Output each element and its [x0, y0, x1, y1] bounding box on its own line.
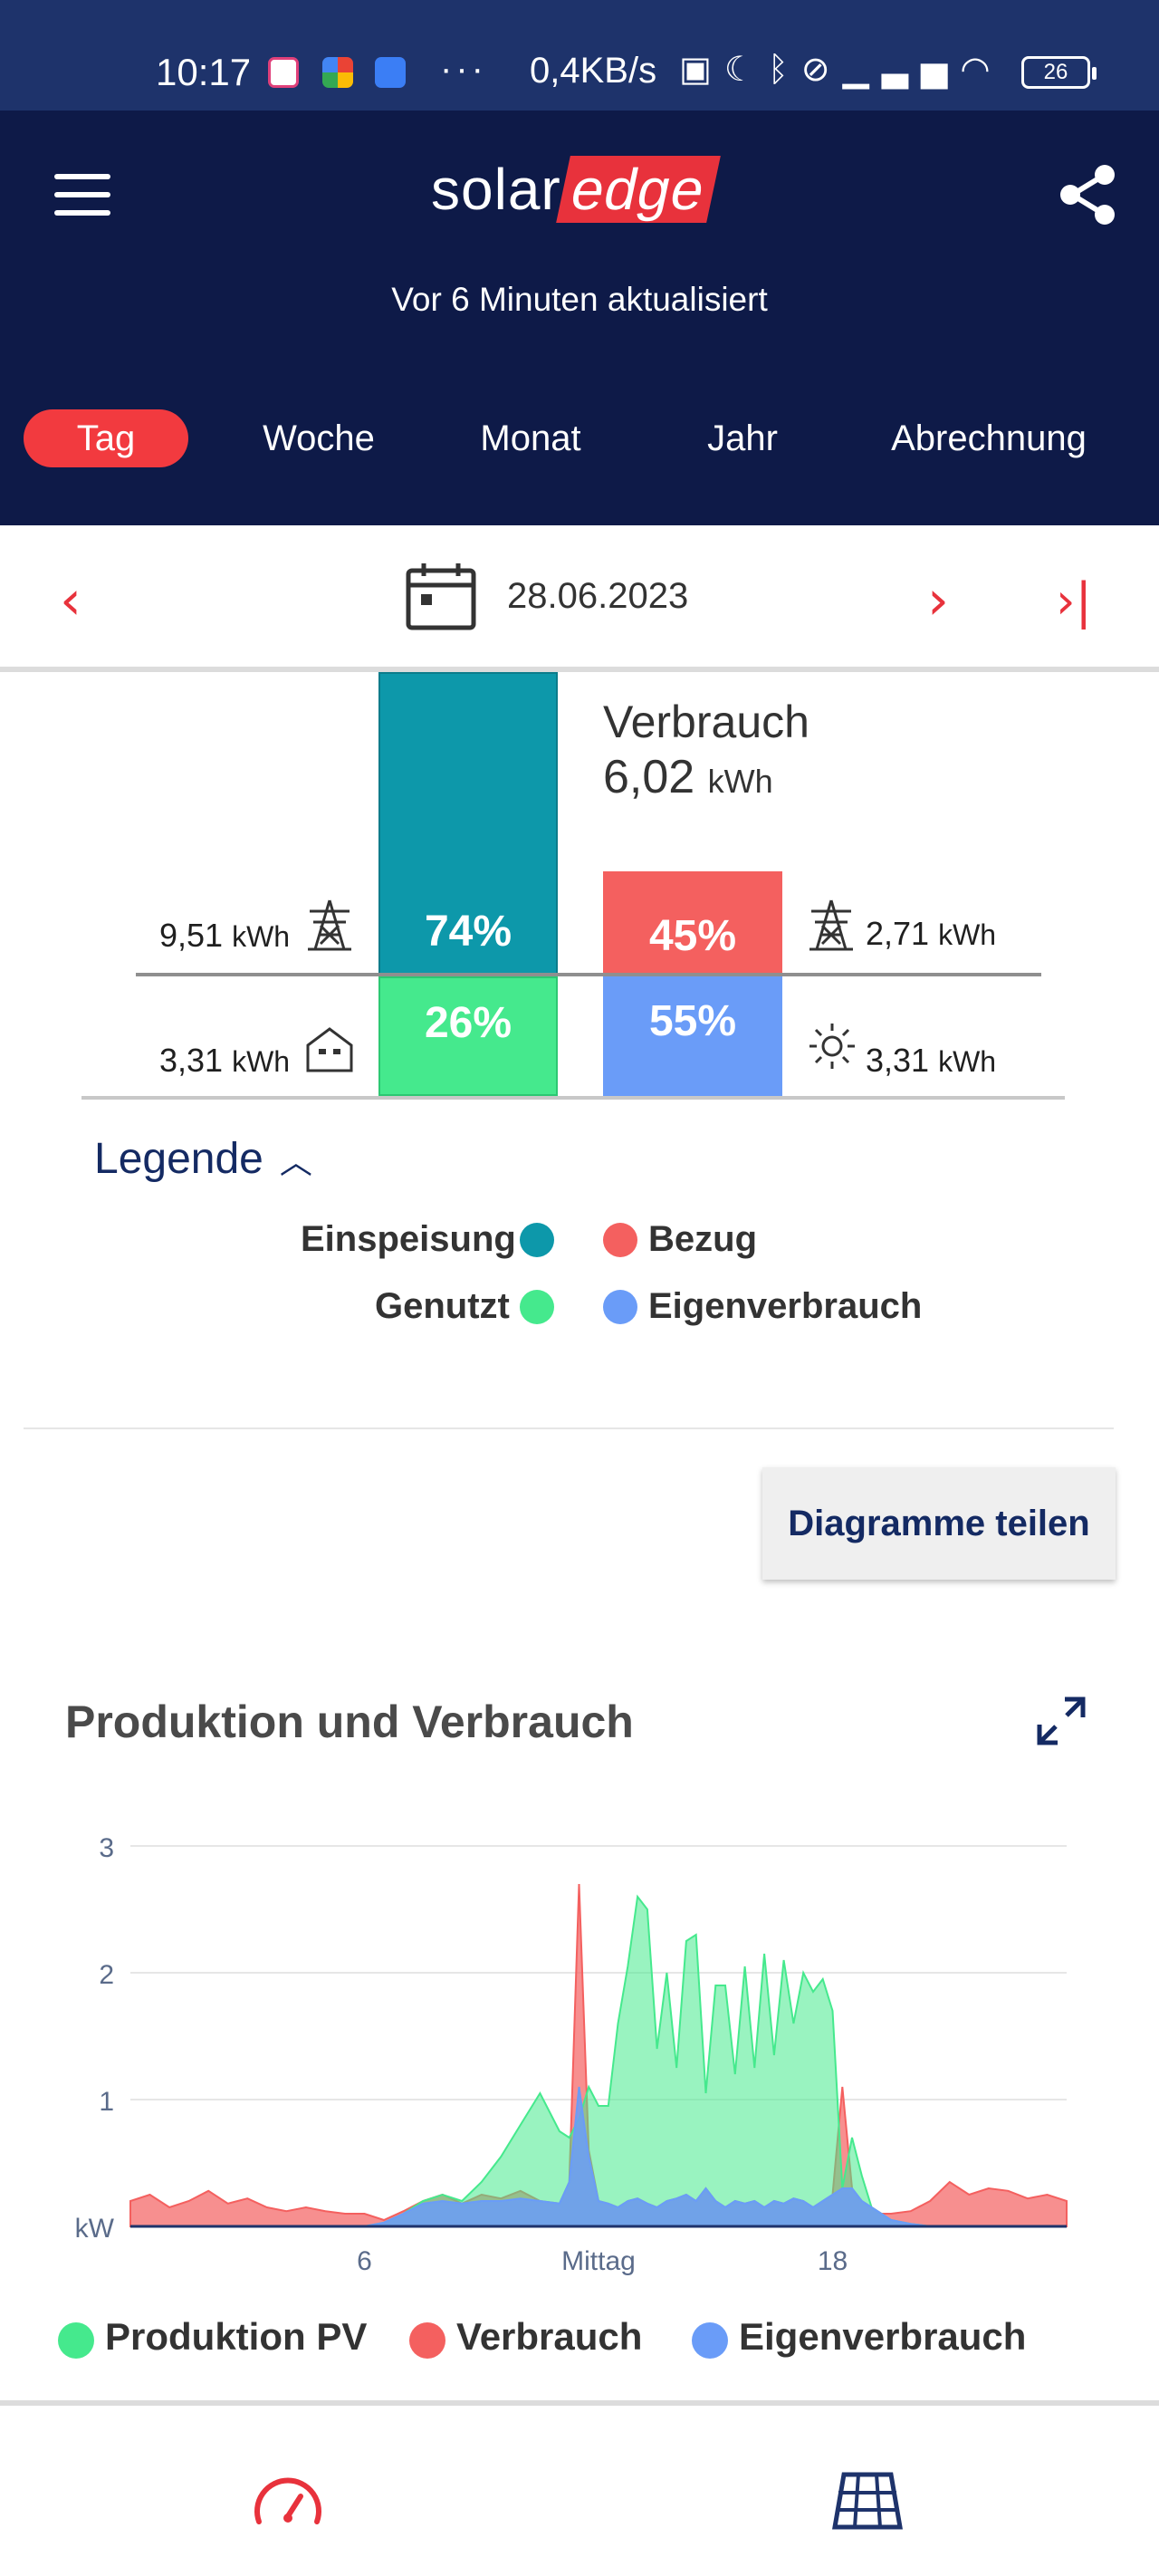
- jump-to-today-button[interactable]: ›|: [1056, 572, 1092, 630]
- previous-day-button[interactable]: ‹: [60, 569, 81, 632]
- legend-toggle[interactable]: Legende ︿: [94, 1134, 312, 1184]
- legend-used: Genutzt: [375, 1286, 510, 1326]
- legend-used-dot: [520, 1290, 554, 1324]
- series-area-0: [130, 1894, 1067, 2227]
- menu-icon[interactable]: [54, 174, 110, 216]
- used-bar: 26%: [378, 976, 558, 1096]
- balance-line: [136, 973, 1041, 976]
- y-tick-label: 1: [99, 2087, 114, 2117]
- tab-year[interactable]: Jahr: [707, 418, 778, 458]
- dashboard-gauge-icon[interactable]: [252, 2469, 324, 2533]
- tab-month[interactable]: Monat: [480, 418, 581, 458]
- series-legend-pv[interactable]: Produktion PV: [105, 2315, 368, 2358]
- grid-tower-icon-right: [809, 899, 853, 951]
- chart-title: Produktion und Verbrauch: [65, 1697, 634, 1747]
- chevron-up-icon: ︿: [279, 1143, 312, 1180]
- divider: [0, 2400, 1159, 2406]
- nfc-icon: ▣: [679, 49, 724, 89]
- x-tick-label: 18: [818, 2246, 848, 2276]
- feed-in-percent: 74%: [424, 908, 512, 956]
- series-pv-dot: [58, 2322, 94, 2359]
- logo-edge-text: edge: [555, 156, 721, 223]
- date-navigation: ‹ 28.06.2023 › ›|: [0, 525, 1159, 670]
- self-consumption-percent: 55%: [648, 997, 737, 1045]
- share-icon[interactable]: [1058, 163, 1117, 226]
- legend-self-consumption: Eigenverbrauch: [648, 1286, 923, 1326]
- legend-feed-in: Einspeisung: [301, 1219, 516, 1259]
- legend-import-dot: [603, 1223, 637, 1257]
- calendar-icon[interactable]: [406, 562, 476, 630]
- used-value: 3,31 kWh: [159, 1042, 291, 1079]
- y-tick-label: 3: [99, 1833, 114, 1863]
- sun-icon: [809, 1024, 855, 1069]
- production-consumption-chart: 1 2 3 kW 6 Mittag 18: [75, 1833, 1068, 2276]
- solar-panel-layout-icon[interactable]: [831, 2469, 904, 2533]
- self-consumption-bar: 55%: [603, 976, 782, 1096]
- series-self-dot: [692, 2322, 728, 2359]
- feed-in-bar: 74%: [378, 672, 558, 975]
- selected-date[interactable]: 28.06.2023: [507, 576, 689, 616]
- gem-app-notification-icon: [268, 57, 299, 88]
- legend-title: Legende: [94, 1135, 263, 1183]
- feed-in-value: 9,51 kWh: [159, 917, 291, 954]
- legend-self-dot: [603, 1290, 637, 1324]
- status-bar: 10:17 ··· 0,4KB/s ▣☾ᛒ⊘▁▃▅◠ 26: [0, 0, 1159, 111]
- legend-feed-in-dot: [520, 1223, 554, 1257]
- expand-icon[interactable]: [1036, 1696, 1087, 1746]
- photos-notification-icon: [322, 57, 353, 88]
- battery-icon: 26: [1021, 56, 1097, 89]
- bluetooth-icon: ᛒ: [767, 49, 801, 89]
- share-charts-button[interactable]: Diagramme teilen: [762, 1467, 1116, 1580]
- wifi-icon: ◠: [960, 49, 1003, 89]
- series-legend-consumption[interactable]: Verbrauch: [456, 2315, 643, 2358]
- series-consumption-dot: [409, 2322, 445, 2359]
- status-time: 10:17: [156, 51, 252, 93]
- tab-billing[interactable]: Abrechnung: [891, 418, 1087, 458]
- self-consumption-value: 3,31 kWh: [866, 1042, 997, 1079]
- tab-week[interactable]: Woche: [263, 418, 375, 458]
- x-tick-label: 6: [357, 2246, 372, 2276]
- bottom-navigation: [0, 2406, 1159, 2576]
- y-tick-label: 2: [99, 1960, 114, 1990]
- grid-import-percent: 45%: [648, 912, 737, 960]
- consumption-title: Verbrauch: [603, 697, 809, 747]
- mute-icon: ⊘: [800, 49, 843, 89]
- tab-day[interactable]: Tag: [24, 409, 188, 467]
- used-percent: 26%: [424, 999, 512, 1047]
- house-icon: [306, 1027, 353, 1072]
- divider: [0, 667, 1159, 672]
- app-header: solaredge Vor 6 Minuten aktualisiert Tag…: [0, 111, 1159, 525]
- legend-import: Bezug: [648, 1219, 757, 1259]
- network-speed: 0,4KB/s: [530, 51, 657, 91]
- moon-icon: ☾: [723, 49, 768, 89]
- signal-icon: ▁▃▅: [842, 49, 961, 89]
- next-day-button[interactable]: ›: [927, 569, 949, 632]
- grid-import-bar: 45%: [603, 871, 782, 975]
- logo-solar-text: solar: [431, 157, 561, 222]
- y-axis-unit: kW: [75, 2214, 115, 2244]
- status-icons: ▣☾ᛒ⊘▁▃▅◠: [679, 49, 1002, 89]
- grid-import-value: 2,71 kWh: [866, 915, 997, 952]
- last-updated-text: Vor 6 Minuten aktualisiert: [391, 281, 768, 318]
- home-app-notification-icon: [375, 57, 406, 88]
- series-legend-self-consumption[interactable]: Eigenverbrauch: [739, 2315, 1027, 2358]
- solaredge-logo: solaredge: [431, 156, 721, 228]
- balance-base-line: [81, 1096, 1065, 1100]
- more-notifications-icon: ···: [440, 49, 487, 89]
- divider: [24, 1427, 1114, 1429]
- grid-tower-icon: [308, 899, 351, 951]
- consumption-total: 6,02 kWh: [603, 751, 773, 803]
- x-tick-label: Mittag: [561, 2246, 636, 2276]
- period-tabs: Tag Woche Monat Jahr Abrechnung: [0, 409, 1159, 482]
